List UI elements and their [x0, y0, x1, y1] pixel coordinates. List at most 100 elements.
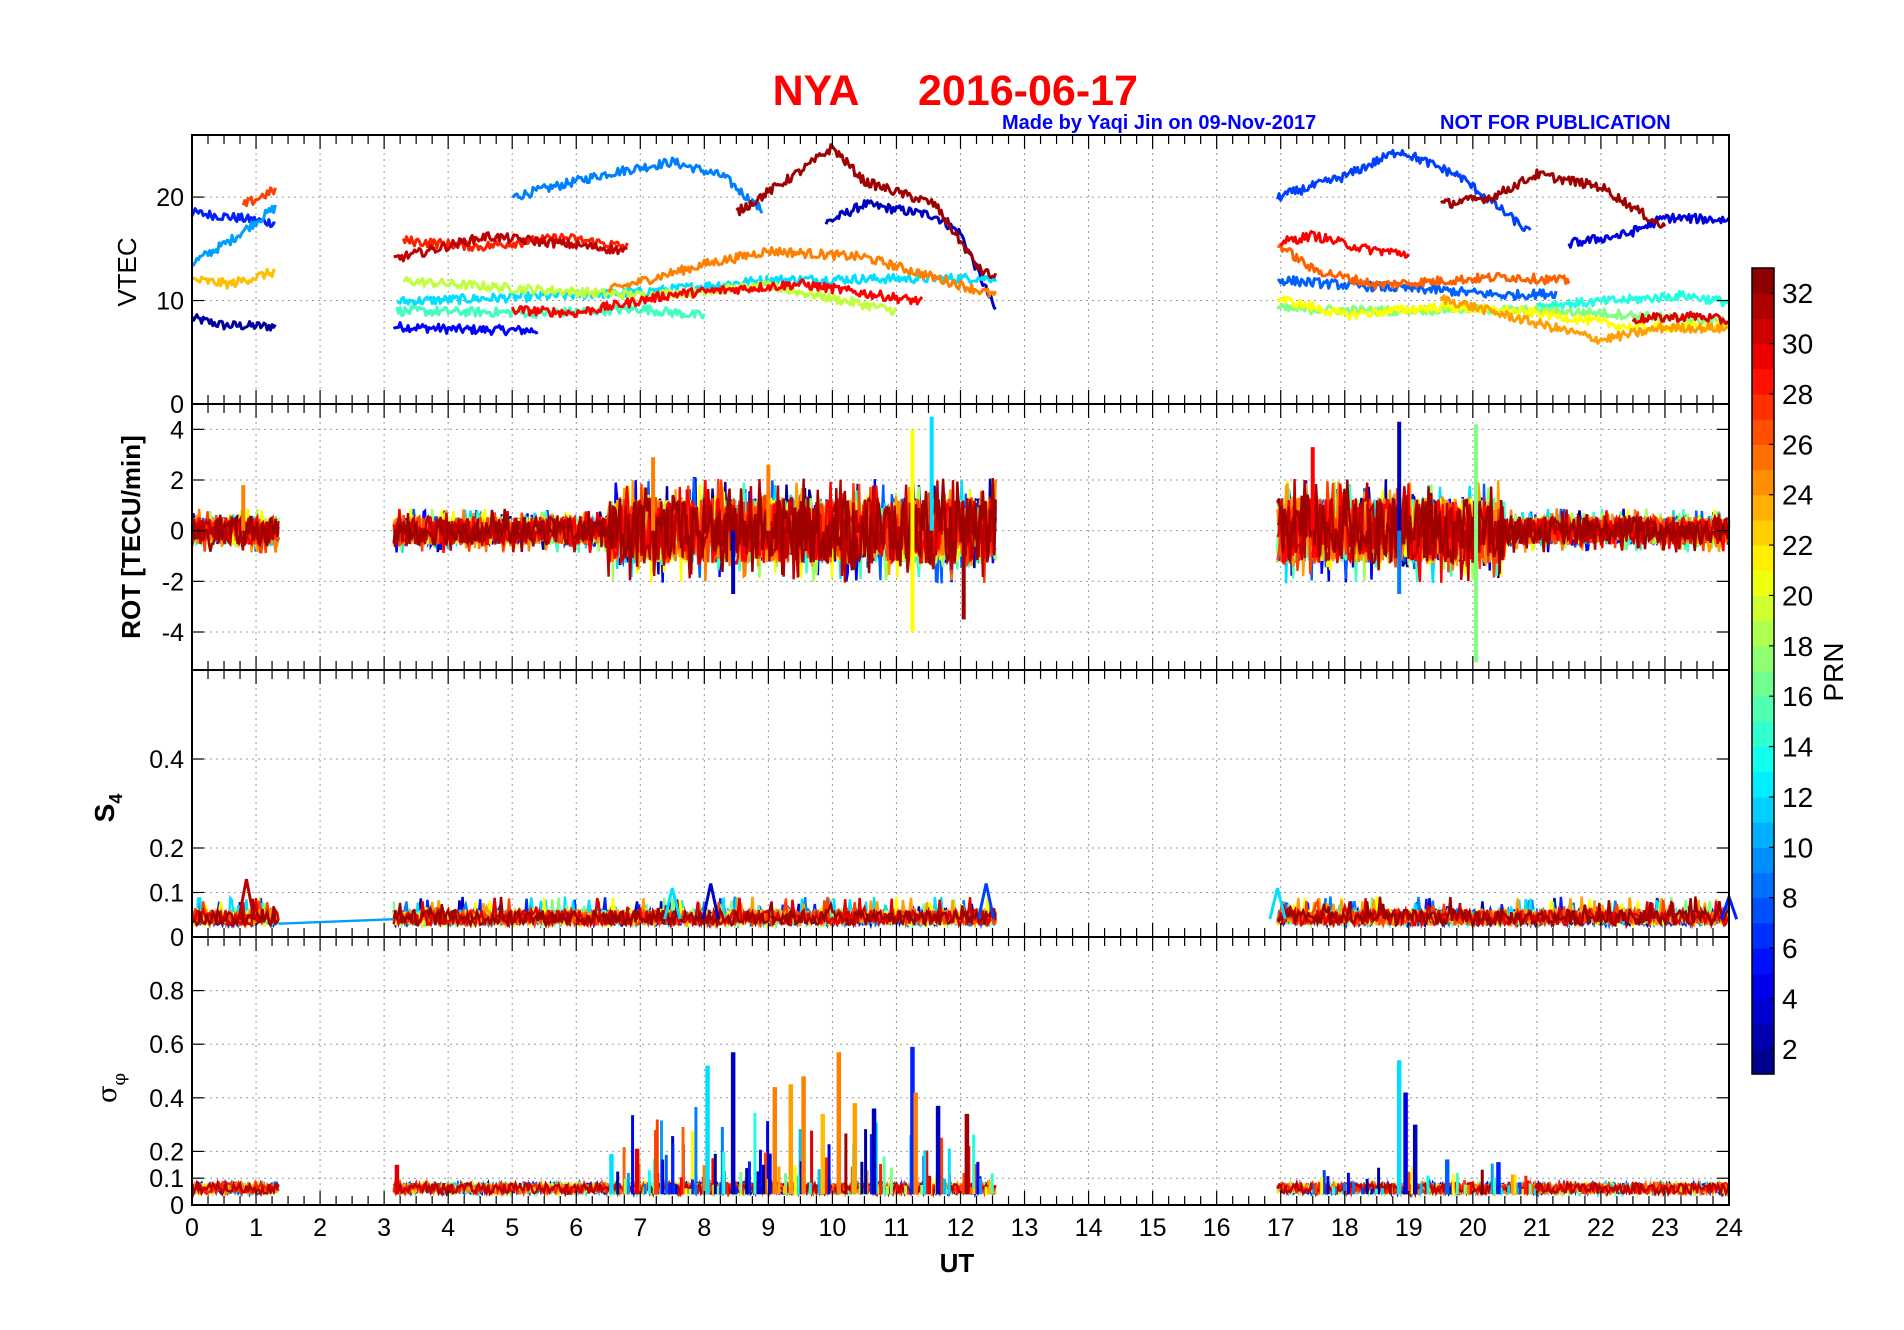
vtec-series-line	[1535, 289, 1731, 311]
colorbar-segment	[1752, 796, 1774, 823]
colorbar-segment	[1752, 570, 1774, 597]
x-tick-label: 8	[697, 1214, 711, 1242]
colorbar-tick-label: 24	[1782, 480, 1813, 511]
colorbar-segment	[1752, 595, 1774, 622]
vtec-series-line	[393, 231, 628, 263]
s4-series-line	[392, 896, 997, 930]
colorbar-segment	[1752, 469, 1774, 496]
colorbar-tick-label: 18	[1782, 631, 1813, 662]
x-axis-ticklabels: 0 1 2 3 4 5 6 7 8 9 10 11 12 13 14 15 16 17 18 19 20 21 22 23 24	[185, 1214, 1743, 1242]
s4-spike	[1268, 887, 1287, 920]
colorbar-tick-label: 32	[1782, 278, 1813, 309]
colorbar-segment	[1752, 671, 1774, 697]
colorbar-tick-label: 12	[1782, 782, 1813, 813]
x-tick-label: 0	[185, 1214, 199, 1242]
x-tick-label: 16	[1203, 1214, 1231, 1242]
rot-ylabel: ROT [TECU/min]	[116, 435, 146, 639]
not-for-publication-text: NOT FOR PUBLICATION	[1440, 112, 1671, 134]
colorbar-tick-label: 6	[1782, 933, 1798, 964]
x-tick-label: 24	[1715, 1214, 1743, 1242]
vtec-series-line	[512, 156, 764, 214]
vtec-series-line	[191, 267, 276, 290]
colorbar-segment	[1752, 746, 1774, 773]
colorbar-segment	[1752, 393, 1774, 420]
y-tick-label: 0.4	[149, 1085, 184, 1113]
y-tick-label: 2	[170, 467, 184, 495]
x-tick-label: 18	[1331, 1214, 1359, 1242]
s4-series-line	[190, 898, 280, 929]
x-tick-label: 19	[1395, 1214, 1423, 1242]
rot-panel: -4 -2 0 2 4	[162, 403, 1731, 671]
y-tick-label: 0.1	[149, 880, 184, 908]
colorbar-tick-label: 16	[1782, 681, 1813, 712]
credit-text: Made by Yaqi Jin on 09-Nov-2017	[1002, 112, 1316, 134]
colorbar-segment	[1752, 444, 1774, 471]
vtec-series-line	[1439, 168, 1667, 229]
colorbar-tick-label: 2	[1782, 1034, 1798, 1065]
x-tick-label: 5	[505, 1214, 519, 1242]
y-tick-label: 0.4	[149, 746, 184, 774]
colorbar-segment	[1752, 1023, 1774, 1050]
colorbar-segment	[1752, 847, 1774, 874]
x-tick-label: 23	[1651, 1214, 1679, 1242]
rot-series-line	[1276, 479, 1731, 574]
colorbar-segment	[1752, 973, 1774, 1000]
rot-series-line	[392, 478, 997, 581]
vtec-series-line	[190, 313, 277, 332]
vtec-series-line	[392, 321, 539, 337]
vtec-series-line	[1277, 242, 1571, 291]
colorbar-segment	[1752, 721, 1774, 748]
y-tick-label: 0	[170, 391, 184, 419]
colorbar-tick-label: 8	[1782, 883, 1798, 914]
vtec-series-line	[510, 278, 924, 319]
colorbar-segment	[1752, 822, 1774, 848]
colorbar-tick-label: 14	[1782, 732, 1813, 763]
panel-frame	[191, 936, 1730, 1206]
chart-title-station: NYA	[773, 67, 860, 115]
colorbar-tick-label: 20	[1782, 580, 1813, 611]
vtec-series-line	[1631, 310, 1731, 326]
sigma-series-line	[190, 1178, 280, 1198]
colorbar-label: PRN	[1818, 642, 1849, 701]
colorbar-tick-label: 26	[1782, 429, 1813, 460]
x-tick-label: 10	[819, 1214, 847, 1242]
vtec-series-line	[1439, 294, 1730, 345]
y-tick-label: 10	[156, 288, 184, 316]
y-tick-label: 0.8	[149, 978, 184, 1006]
vtec-series-line	[401, 232, 629, 252]
chart-title-date: 2016-06-17	[918, 67, 1138, 115]
rot-series-line	[190, 511, 280, 552]
colorbar-segment	[1752, 519, 1774, 546]
colorbar-tick-label: 22	[1782, 530, 1813, 561]
x-tick-label: 13	[1011, 1214, 1039, 1242]
colorbar-segment	[1752, 419, 1774, 445]
colorbar-frame	[1751, 267, 1775, 1075]
vtec-series-line	[1279, 230, 1411, 259]
y-tick-label: 0	[170, 518, 184, 546]
colorbar-segment	[1752, 620, 1774, 647]
colorbar-tick-label: 10	[1782, 832, 1813, 863]
colorbar-segment	[1752, 268, 1774, 294]
y-tick-label: 4	[170, 416, 184, 444]
x-tick-label: 21	[1523, 1214, 1551, 1242]
x-tick-label: 6	[569, 1214, 583, 1242]
x-tick-label: 7	[633, 1214, 647, 1242]
vtec-panel: 0 10 20	[156, 134, 1731, 419]
x-tick-label: 2	[313, 1214, 327, 1242]
colorbar-segment	[1752, 343, 1774, 370]
sigma-series-line	[191, 1178, 280, 1196]
y-tick-label: 0.2	[149, 835, 184, 863]
x-axis-label: UT	[940, 1248, 975, 1278]
y-tick-label: 20	[156, 184, 184, 212]
s4-panel: 0 0.1 0.2 0.4	[149, 669, 1739, 952]
colorbar-segment	[1752, 897, 1774, 924]
s4-spike	[976, 883, 996, 920]
colorbar-segment	[1752, 696, 1774, 722]
vtec-series-line	[607, 246, 998, 298]
x-tick-label: 4	[441, 1214, 455, 1242]
s4-series-line	[1276, 896, 1730, 930]
y-tick-label: -4	[162, 619, 184, 647]
vtec-ylabel: VTEC	[112, 237, 142, 306]
x-tick-label: 11	[883, 1214, 909, 1242]
